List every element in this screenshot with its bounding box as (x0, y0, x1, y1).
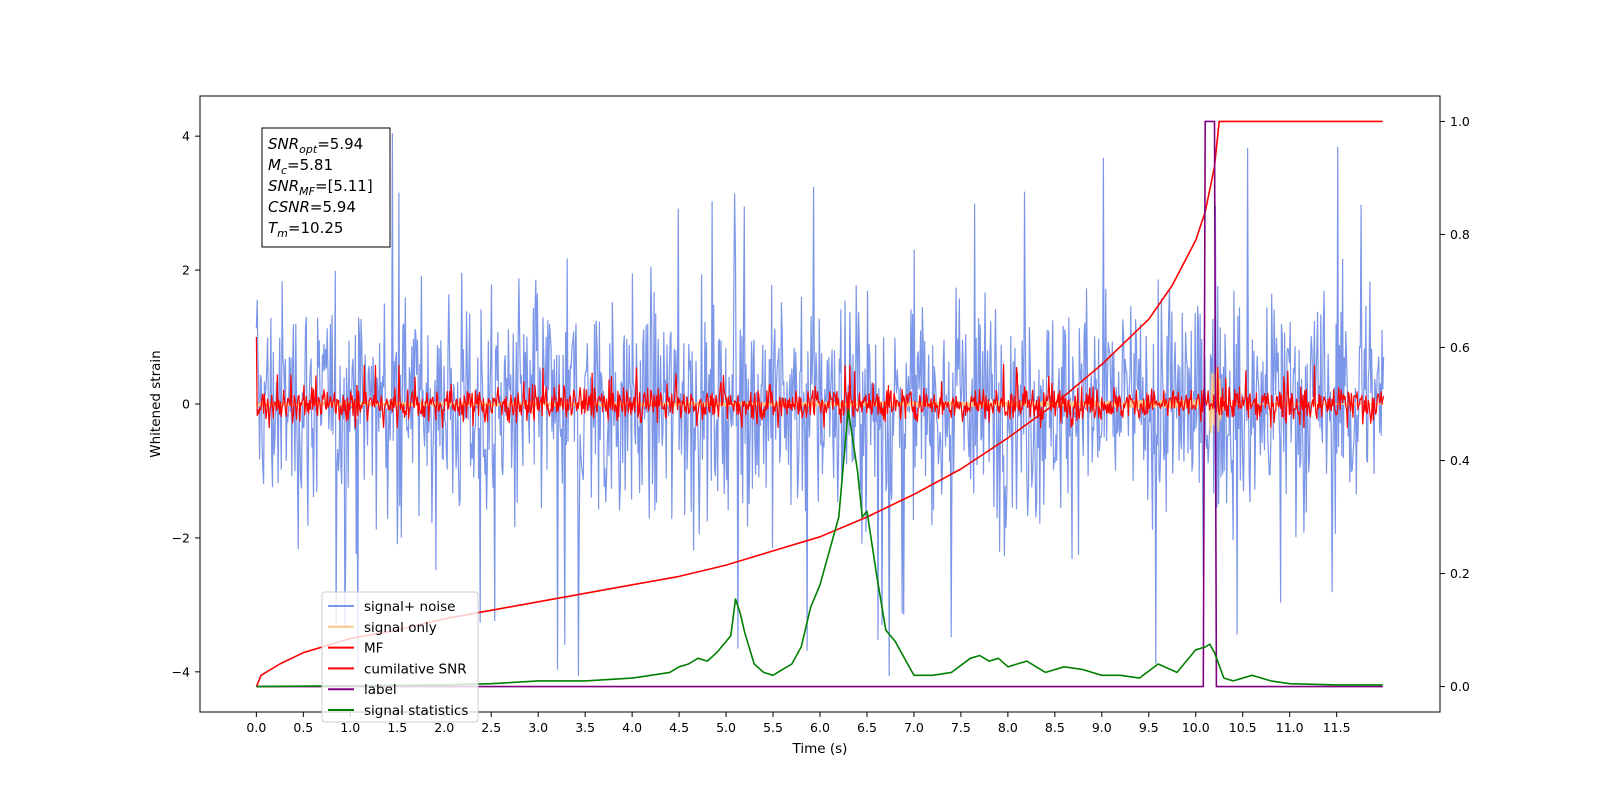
x-tick-label: 4.5 (669, 720, 689, 735)
x-tick-label: 2.0 (434, 720, 454, 735)
series-line-label (256, 120, 1383, 688)
x-tick-label: 11.5 (1323, 720, 1351, 735)
legend-label-cumilative-snr: cumilative SNR (364, 661, 467, 677)
x-tick-label: 1.0 (340, 720, 360, 735)
series-line-mf (255, 336, 1385, 428)
annotation-sub: c (281, 164, 287, 177)
y-right-tick-label: 1.0 (1450, 114, 1470, 129)
annotation-value: =[5.11] (315, 177, 373, 195)
annotation-value: =5.94 (317, 135, 363, 153)
annotation-line: SNRopt=5.94 (268, 135, 363, 156)
x-tick-label: 0.5 (293, 720, 313, 735)
y-right-tick-label: 0.0 (1450, 679, 1470, 694)
annotation-value: =5.81 (287, 156, 333, 174)
annotation-var: SNR (268, 177, 299, 195)
x-tick-label: 6.0 (810, 720, 830, 735)
x-tick-label: 5.5 (763, 720, 783, 735)
x-tick-label: 1.5 (387, 720, 407, 735)
x-tick-label: 2.5 (481, 720, 501, 735)
legend-frame (321, 591, 479, 723)
legend: signal+ noise signal only MF cumilative SNR… (321, 591, 479, 723)
x-axis-label: Time (s) (792, 741, 848, 757)
annotation-value: =10.25 (288, 219, 344, 237)
annotation-frame (261, 127, 391, 248)
x-tick-label: 7.0 (904, 720, 924, 735)
y-left-tick-label: −4 (172, 664, 190, 679)
x-tick-label: 5.0 (716, 720, 736, 735)
series-line-signal-noise (255, 133, 1385, 677)
annotation-box: SNRopt=5.94Mc=5.81SNRMF=[5.11]CSNR=5.94T… (261, 127, 391, 248)
y-axis-left: −4 −2 0 2 4 (172, 129, 200, 679)
annotation-line: Mc=5.81 (268, 156, 333, 177)
x-tick-label: 3.5 (575, 720, 595, 735)
y-left-tick-label: 0 (182, 397, 190, 412)
legend-label-mf: MF (364, 641, 383, 657)
x-tick-label: 6.5 (857, 720, 877, 735)
y-left-tick-label: −2 (172, 530, 190, 545)
annotation-line: Tm=10.25 (268, 219, 343, 240)
annotation-value: =5.94 (310, 198, 356, 216)
y-right-tick-label: 0.2 (1450, 566, 1470, 581)
series-line-signal-statistics (256, 408, 1383, 688)
annotation-var: CSNR (268, 198, 310, 216)
y-left-tick-label: 4 (182, 129, 190, 144)
annotation-sub: opt (299, 143, 318, 156)
x-tick-label: 3.0 (528, 720, 548, 735)
x-tick-label: 9.0 (1092, 720, 1112, 735)
x-axis: 0.0 0.5 1.0 1.5 2.0 2.5 3.0 3.5 4.0 4.5 5.0 5.5 6.0 6… (246, 712, 1351, 735)
x-tick-label: 10.0 (1182, 720, 1210, 735)
y-right-tick-label: 0.4 (1450, 453, 1470, 468)
annotation-line: CSNR=5.94 (268, 198, 356, 216)
legend-label-signal-noise: signal+ noise (364, 599, 455, 615)
x-tick-label: 7.5 (951, 720, 971, 735)
x-tick-label: 11.0 (1276, 720, 1304, 735)
annotation-sub: MF (299, 185, 315, 198)
annotation-line: SNRMF=[5.11] (268, 177, 373, 198)
x-tick-label: 0.0 (246, 720, 266, 735)
x-tick-label: 8.0 (998, 720, 1018, 735)
legend-label-signal-statistics: signal statistics (364, 703, 468, 719)
x-tick-label: 4.0 (622, 720, 642, 735)
legend-label-label: label (364, 682, 397, 698)
y-axis-right: 0.0 0.2 0.4 0.6 0.8 1.0 (1440, 114, 1470, 694)
annotation-var: SNR (268, 135, 299, 153)
y-left-tick-label: 2 (182, 263, 190, 278)
annotation-var: T (268, 219, 279, 237)
x-tick-label: 10.5 (1229, 720, 1257, 735)
y-axis-label: Whitened strain (148, 350, 164, 457)
annotation-sub: m (277, 227, 288, 240)
legend-label-signal-only: signal only (364, 620, 437, 636)
x-tick-label: 8.5 (1045, 720, 1065, 735)
annotation-var: M (268, 156, 281, 174)
x-tick-label: 9.5 (1139, 720, 1159, 735)
y-right-tick-label: 0.6 (1450, 340, 1470, 355)
y-right-tick-label: 0.8 (1450, 227, 1470, 242)
